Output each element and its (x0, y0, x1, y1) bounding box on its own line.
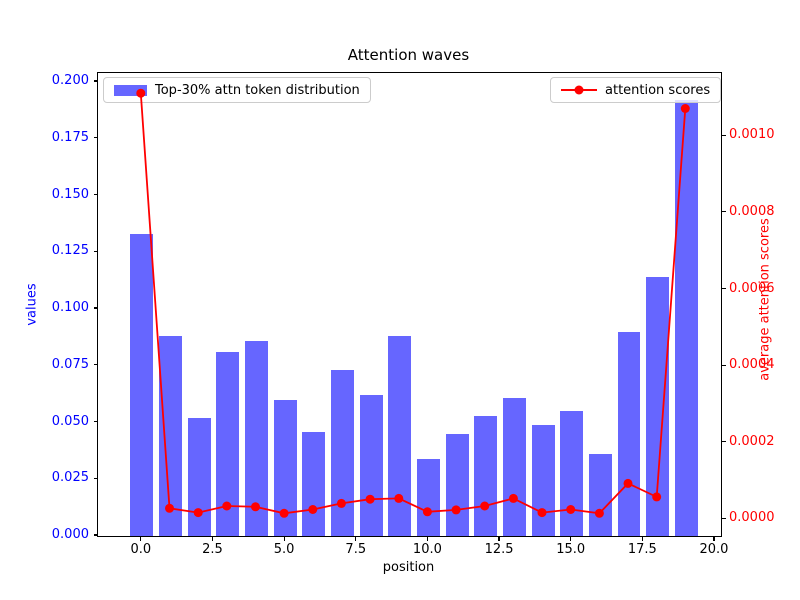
y-left-tick-label: 0.100 (51, 300, 89, 316)
bar-position-9 (388, 336, 412, 536)
bar-position-17 (617, 331, 641, 536)
y-right-tick-mark (722, 441, 726, 443)
x-tick-label: 12.5 (484, 542, 514, 557)
bar-position-3 (216, 352, 240, 536)
legend-line-series: attention scores (550, 77, 722, 103)
y-left-tick-mark (93, 307, 97, 309)
bar-legend-swatch-icon (114, 84, 147, 96)
y-right-tick-mark (722, 287, 726, 290)
x-tick-mark (355, 537, 357, 541)
y-right-tick-mark (722, 517, 726, 519)
y-right-tick-mark (722, 364, 726, 366)
bar-position-18 (646, 277, 670, 536)
y-left-tick-label: 0.050 (51, 413, 89, 429)
x-tick-mark (570, 537, 572, 541)
y-right-tick-label: 0.0006 (729, 280, 775, 296)
x-tick-mark (211, 537, 214, 541)
y-left-tick-label: 0.025 (51, 470, 89, 486)
bar-position-14 (531, 424, 555, 536)
chart-title: Attention waves (347, 46, 470, 64)
x-tick-mark (283, 537, 285, 541)
x-tick-mark (426, 537, 428, 541)
x-tick-label: 5.0 (273, 542, 295, 557)
bar-position-1 (159, 336, 182, 536)
x-axis-label: position (382, 560, 435, 575)
x-tick-mark (641, 537, 643, 541)
y-right-tick-label: 0.0004 (729, 357, 775, 373)
y-right-tick-mark (722, 211, 726, 213)
bar-position-2 (187, 417, 211, 536)
y-left-tick-label: 0.075 (51, 356, 89, 372)
y-left-tick-mark (93, 80, 97, 82)
x-tick-label: 2.5 (202, 542, 223, 557)
y-right-tick-label: 0.0008 (729, 203, 775, 219)
bar-position-15 (560, 411, 584, 536)
y-left-tick-mark (93, 477, 97, 479)
y-right-tick-mark (722, 134, 726, 136)
y-left-tick-mark (93, 193, 97, 196)
plot-area (97, 72, 722, 537)
x-tick-label: 17.5 (627, 542, 657, 557)
y-left-tick-label: 0.200 (51, 73, 89, 89)
bar-position-5 (273, 399, 297, 536)
bar-legend-label: Top-30% attn token distribution (155, 82, 360, 98)
line-legend-marker-icon (561, 85, 597, 95)
x-tick-mark (498, 537, 500, 541)
x-tick-mark (713, 537, 715, 541)
bar-position-0 (130, 234, 154, 536)
y-right-tick-label: 0.0000 (729, 510, 775, 526)
x-tick-label: 0.0 (130, 542, 152, 557)
bar-position-10 (416, 458, 440, 536)
bar-position-4 (245, 340, 268, 536)
y-left-tick-mark (93, 364, 97, 366)
y-left-tick-label: 0.150 (51, 186, 89, 202)
x-tick-label: 7.5 (345, 542, 367, 557)
y-left-tick-label: 0.175 (51, 129, 89, 145)
bar-position-13 (502, 397, 526, 536)
bar-position-12 (474, 415, 498, 536)
bar-position-11 (445, 433, 469, 536)
bar-position-8 (359, 395, 383, 536)
y-right-tick-label: 0.0002 (729, 433, 775, 449)
x-tick-mark (140, 537, 142, 541)
x-tick-label: 15.0 (556, 542, 586, 557)
line-legend-label: attention scores (605, 82, 711, 98)
bar-position-16 (588, 454, 612, 536)
legend-bar-series: Top-30% attn token distribution (103, 77, 371, 103)
x-tick-label: 20.0 (699, 542, 729, 557)
y-left-tick-label: 0.125 (51, 243, 89, 259)
bar-position-6 (302, 431, 326, 536)
y-left-tick-mark (93, 137, 97, 139)
x-tick-label: 10.0 (412, 542, 442, 557)
y-left-tick-mark (93, 534, 97, 536)
y-left-tick-label: 0.000 (51, 527, 89, 542)
y-right-tick-label: 0.0010 (729, 127, 775, 143)
bar-position-19 (674, 100, 698, 536)
y-left-tick-mark (93, 420, 97, 423)
bar-position-7 (330, 370, 354, 536)
y-left-tick-mark (93, 250, 97, 252)
